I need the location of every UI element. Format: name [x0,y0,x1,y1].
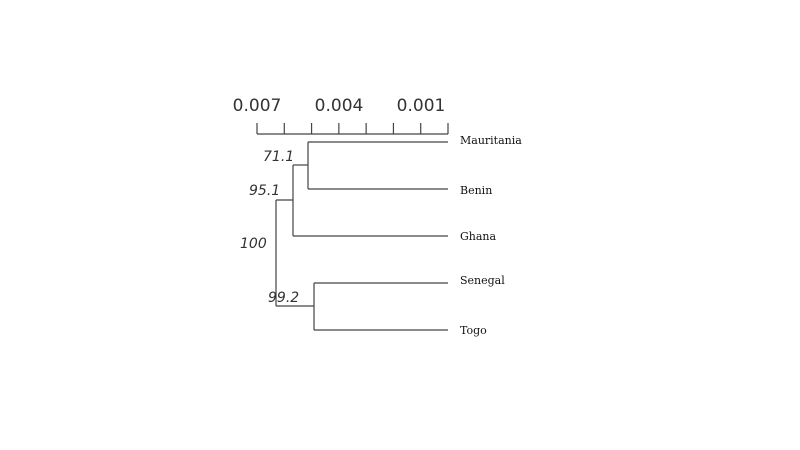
tree-branches [275,141,448,331]
taxon-labels: Mauritania Benin Ghana Senegal Togo [460,134,522,337]
taxon-label-ghana: Ghana [460,230,497,243]
support-mauritania-benin-ghana: 95.1 [249,183,280,199]
taxon-label-mauritania: Mauritania [460,134,522,147]
support-root: 100 [240,236,267,252]
support-values: 71.1 95.1 100 99.2 [240,149,299,306]
scale-label-2: 0.001 [397,96,446,116]
scale-ticks [256,123,449,134]
support-senegal-togo: 99.2 [268,290,299,306]
taxon-label-togo: Togo [460,324,487,337]
support-mauritania-benin: 71.1 [263,149,294,165]
taxon-label-senegal: Senegal [460,274,505,287]
taxon-label-benin: Benin [460,184,492,197]
scale-label-0: 0.007 [233,96,282,116]
distance-scale: 0.007 0.004 0.001 [233,96,449,135]
scale-label-1: 0.004 [315,96,364,116]
